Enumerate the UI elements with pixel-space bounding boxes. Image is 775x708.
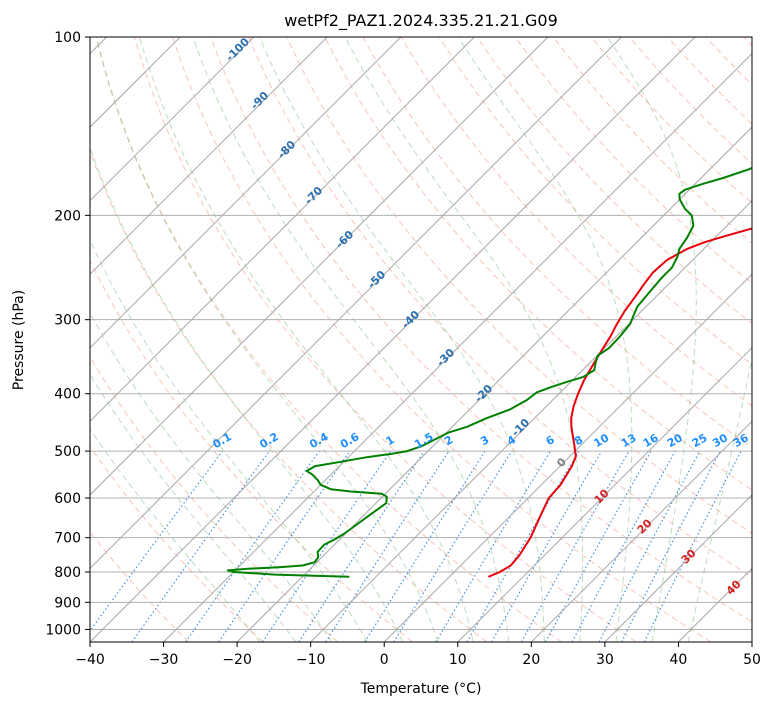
moist-adiabat-line bbox=[192, 37, 510, 642]
y-tick-label: 500 bbox=[54, 444, 81, 460]
isotherm-line bbox=[90, 37, 622, 570]
y-tick-label: 400 bbox=[54, 387, 81, 403]
x-tick-label: 30 bbox=[596, 652, 614, 668]
y-tick-label: 300 bbox=[54, 313, 81, 329]
isotherm-line bbox=[310, 199, 752, 642]
mixing-ratio-line bbox=[90, 450, 223, 632]
isotherm-line bbox=[163, 52, 752, 642]
moist-adiabat-line bbox=[90, 146, 404, 642]
x-axis-label: Temperature (°C) bbox=[360, 681, 482, 697]
dry-adiabat-line bbox=[90, 259, 413, 642]
dry-adiabat-line bbox=[286, 37, 752, 534]
isotherm-line bbox=[530, 420, 752, 642]
moist-adiabat-line bbox=[606, 37, 697, 642]
dry-adiabat-line bbox=[90, 355, 339, 642]
y-tick-label: 200 bbox=[54, 208, 81, 224]
dry-adiabat-line bbox=[134, 37, 637, 642]
moist-adiabat-line bbox=[90, 311, 333, 642]
x-tick-label: −20 bbox=[222, 652, 252, 668]
y-tick-label: 600 bbox=[54, 491, 81, 507]
mixing-ratio-line bbox=[520, 450, 630, 642]
x-tick-label: 40 bbox=[670, 652, 688, 668]
moist-adiabat-line bbox=[139, 37, 474, 642]
y-tick-label: 800 bbox=[54, 565, 81, 581]
mixing-ratio-line bbox=[643, 450, 742, 642]
moist-adiabat-line bbox=[259, 37, 545, 642]
dry-adiabat-line bbox=[95, 37, 562, 642]
x-tick-label: −40 bbox=[75, 652, 105, 668]
isotherm-line bbox=[90, 37, 696, 642]
mixing-ratio-line bbox=[325, 450, 450, 642]
isobar-gridlines bbox=[90, 37, 752, 630]
mixing-ratio-line bbox=[218, 450, 351, 642]
moist-adiabat-line bbox=[90, 427, 261, 642]
dry-adiabat-line bbox=[90, 445, 264, 642]
isotherm-line bbox=[604, 494, 752, 642]
x-tick-label: 20 bbox=[522, 652, 540, 668]
mixing-ratio-line bbox=[545, 450, 652, 642]
y-tick-label: 1000 bbox=[45, 622, 81, 638]
isotherm-line bbox=[457, 347, 752, 642]
dry-adiabat-line bbox=[324, 37, 752, 491]
temperature-profile-line bbox=[488, 227, 752, 578]
x-tick-label: 50 bbox=[743, 652, 761, 668]
y-tick-label: 100 bbox=[54, 30, 81, 46]
isotherm-line bbox=[383, 273, 752, 642]
y-axis-ticks: 100 200 300 400 500 600 700 800 900 1000 bbox=[45, 30, 90, 638]
moist-adiabat-line bbox=[90, 238, 368, 642]
moist-adiabat-line bbox=[344, 37, 584, 642]
moist-adiabats bbox=[90, 37, 752, 642]
mixing-ratio-line bbox=[131, 450, 270, 642]
isotherm-line bbox=[90, 37, 328, 275]
mixing-ratio-line bbox=[571, 450, 676, 642]
x-tick-label: 0 bbox=[380, 652, 389, 668]
isotherm-gridlines bbox=[90, 37, 752, 642]
moist-adiabat-line bbox=[90, 373, 297, 642]
mixing-ratio-line bbox=[261, 450, 391, 642]
dewpoint-profile-line bbox=[226, 166, 752, 578]
x-axis-ticks: −40 −30 −20 −10 0 10 20 30 40 50 bbox=[75, 642, 761, 668]
mixing-ratio-line bbox=[393, 450, 513, 642]
moist-adiabat-line bbox=[687, 356, 752, 642]
x-tick-label: −30 bbox=[149, 652, 179, 668]
y-tick-label: 700 bbox=[54, 531, 81, 547]
y-axis-label: Pressure (hPa) bbox=[11, 290, 27, 390]
plot-area bbox=[90, 37, 752, 642]
x-tick-label: −10 bbox=[296, 652, 326, 668]
mixing-ratio-lines bbox=[90, 450, 742, 642]
profile-series bbox=[226, 166, 752, 578]
plot-frame bbox=[89, 36, 753, 643]
moist-adiabat-line bbox=[95, 37, 439, 642]
dry-adiabat-line bbox=[172, 37, 712, 642]
y-tick-label: 900 bbox=[54, 595, 81, 611]
x-tick-label: 10 bbox=[449, 652, 467, 668]
chart-title: wetPf2_PAZ1.2024.335.21.21.G09 bbox=[284, 11, 558, 31]
dry-adiabat-line bbox=[248, 37, 752, 578]
mixing-ratio-line bbox=[185, 450, 320, 642]
isotherm-line bbox=[90, 37, 549, 496]
isotherm-line bbox=[90, 37, 402, 349]
mixing-ratio-line bbox=[298, 450, 425, 642]
isotherm-line bbox=[90, 37, 255, 202]
dry-adiabat-line bbox=[514, 37, 752, 284]
isotherm-line bbox=[236, 126, 752, 642]
isotherm-line bbox=[90, 37, 475, 423]
